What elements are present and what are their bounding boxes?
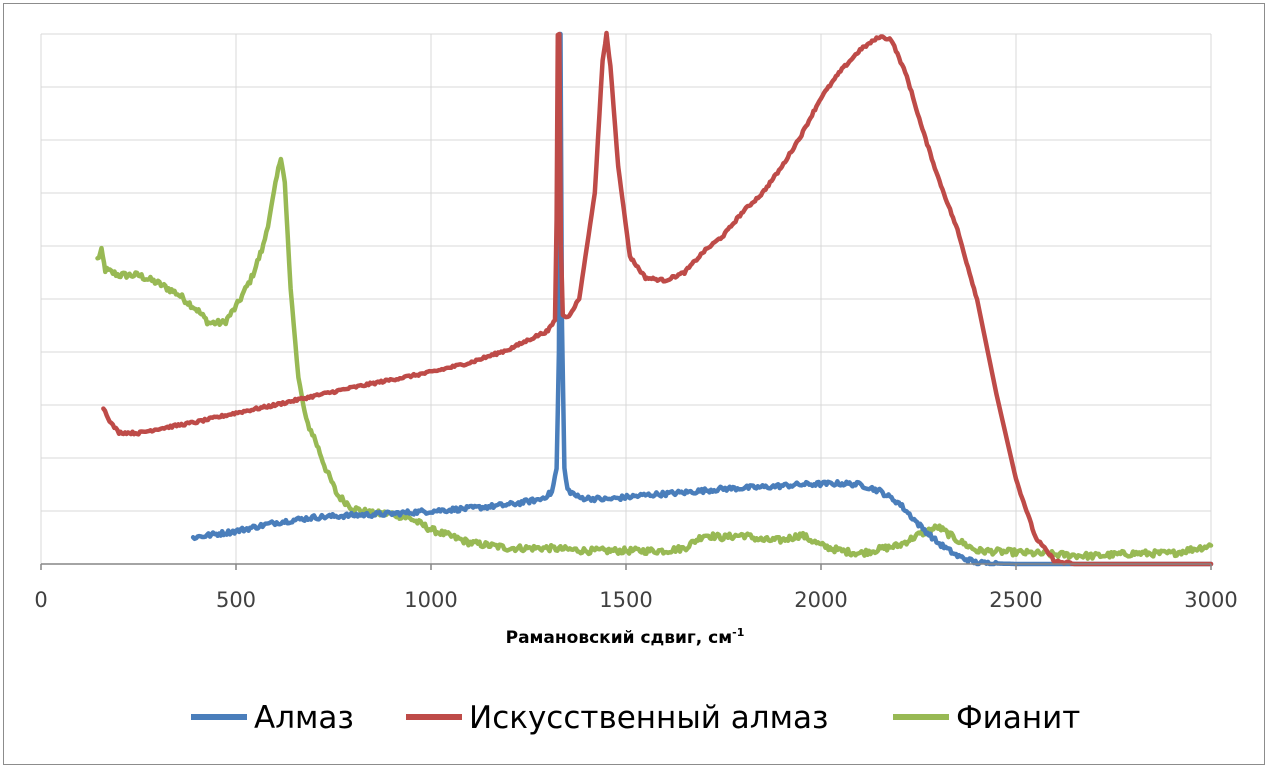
x-axis-label: Рамановский сдвиг, см-1 <box>506 626 745 648</box>
x-tick-label: 500 <box>216 588 256 612</box>
legend-label: Алмаз <box>254 700 354 736</box>
x-tick-label: 1000 <box>404 588 457 612</box>
grid <box>40 33 1212 564</box>
x-tick-label: 2000 <box>794 588 847 612</box>
x-tick-label: 0 <box>34 588 47 612</box>
x-tick-label: 1500 <box>599 588 652 612</box>
series-line-1 <box>101 30 1214 567</box>
legend-label: Фианит <box>956 700 1080 736</box>
x-tick-label: 2500 <box>989 588 1042 612</box>
series-line-2 <box>95 156 1214 561</box>
legend-label: Искусственный алмаз <box>469 700 828 736</box>
x-axis: 0 500 1000 1500 2000 2500 3000 <box>34 563 1238 612</box>
chart-frame <box>3 3 1265 765</box>
x-axis-label-superscript: -1 <box>732 626 744 639</box>
legend: Алмаз Искусственный алмаз Фианит <box>191 700 1080 736</box>
x-tick-label: 3000 <box>1184 588 1237 612</box>
